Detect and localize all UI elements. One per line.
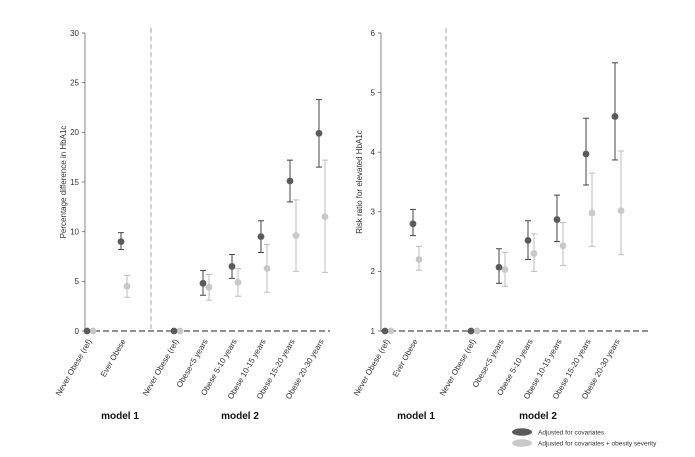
- y-tick-label: 15: [70, 178, 79, 187]
- x-tick-label: Ever Obese: [99, 337, 128, 379]
- data-point: [315, 129, 323, 137]
- legend-label-adjusted-severity: Adjusted for covariates + obesity severi…: [538, 441, 657, 448]
- data-point: [559, 242, 567, 250]
- x-tick-label: Ever Obese: [391, 337, 420, 379]
- data-point: [501, 266, 509, 274]
- y-tick-label: 0: [75, 327, 80, 336]
- data-point: [292, 232, 300, 240]
- group-label-model2-left: model 2: [221, 411, 259, 422]
- data-point: [257, 233, 265, 241]
- y-tick-label: 5: [75, 277, 80, 286]
- data-point: [321, 213, 329, 221]
- data-point: [473, 327, 481, 335]
- legend: Adjusted for covariates Adjusted for cov…: [512, 428, 657, 448]
- y-tick-label: 2: [371, 267, 376, 276]
- data-point: [387, 327, 395, 335]
- data-point: [123, 282, 131, 290]
- data-point: [170, 327, 178, 335]
- legend-marker-adjusted-severity: [512, 439, 532, 447]
- data-point: [611, 113, 619, 120]
- y-tick-label: 30: [70, 29, 79, 38]
- data-point: [495, 263, 503, 271]
- data-point: [381, 327, 389, 335]
- y-tick-label: 20: [70, 128, 79, 137]
- left-panel: 0 5 10 15 20 25 30 Percentage difference in HbA…: [54, 28, 330, 401]
- data-point: [588, 209, 596, 217]
- x-tick-label: Never Obese (ref): [438, 337, 478, 397]
- data-point: [415, 256, 423, 263]
- y-tick-label: 6: [371, 29, 376, 38]
- y-tick-label: 4: [371, 148, 376, 157]
- y-tick-label: 3: [371, 208, 376, 217]
- data-point: [205, 283, 213, 291]
- data-point: [524, 237, 532, 244]
- y-axis-label: Risk ratio for elevated HbA1c: [355, 130, 364, 234]
- data-point: [286, 177, 294, 185]
- y-tick-label: 25: [70, 78, 79, 87]
- data-point: [199, 279, 207, 287]
- data-point: [117, 238, 125, 246]
- data-point: [582, 150, 590, 158]
- right-panel: 1 2 3 4 5 6 Risk ratio for elevated HbA1c Never…: [352, 28, 648, 401]
- legend-label-adjusted: Adjusted for covariates: [538, 430, 605, 437]
- group-label-model1-left: model 1: [101, 411, 139, 422]
- x-tick-label: Never Obese (ref): [141, 337, 181, 397]
- data-point: [263, 265, 271, 272]
- data-point: [553, 216, 561, 223]
- data-point: [83, 327, 91, 335]
- y-tick-label: 1: [371, 327, 376, 336]
- group-label-model2-right: model 2: [519, 411, 557, 422]
- data-point: [228, 263, 236, 270]
- y-axis-label: Percentage difference in HbA1c: [59, 126, 68, 239]
- legend-marker-adjusted: [512, 428, 532, 436]
- data-point: [89, 327, 97, 335]
- data-point: [176, 327, 184, 335]
- data-point: [467, 327, 475, 335]
- x-tick-label: Never Obese (ref): [352, 337, 392, 397]
- data-point: [234, 278, 242, 286]
- group-label-model1-right: model 1: [397, 411, 435, 422]
- y-tick-label: 5: [371, 88, 376, 97]
- data-point: [409, 220, 417, 228]
- x-tick-label: Never Obese (ref): [54, 337, 94, 397]
- y-tick-label: 10: [70, 227, 79, 236]
- data-point: [530, 250, 538, 257]
- data-point: [617, 207, 625, 215]
